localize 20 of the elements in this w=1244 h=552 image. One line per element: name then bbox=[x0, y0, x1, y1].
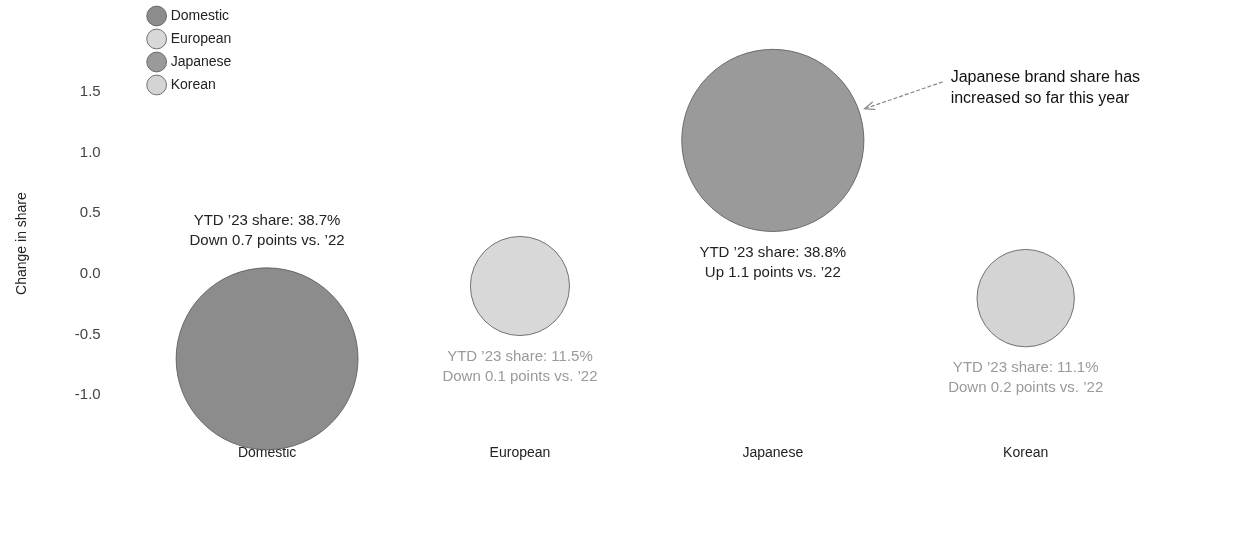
data-label: YTD ’23 share: 38.7% Down 0.7 points vs. ’22 bbox=[189, 211, 345, 249]
annotation: Japanese brand share has increased so far this year bbox=[950, 68, 1141, 107]
y-tick-label: -1.0 bbox=[74, 385, 101, 403]
x-tick-label: European bbox=[489, 444, 551, 461]
x-tick-label: Japanese bbox=[742, 444, 804, 461]
legend-label: European bbox=[170, 29, 232, 46]
y-tick-label: 1.5 bbox=[79, 82, 101, 100]
x-tick-label: Domestic bbox=[237, 444, 297, 461]
y-axis-title: Change in share bbox=[13, 191, 30, 295]
legend-label: Domestic bbox=[170, 6, 230, 23]
y-tick-label: 0.5 bbox=[79, 203, 101, 221]
y-tick-label: 1.0 bbox=[79, 142, 101, 160]
data-label: YTD ’23 share: 38.8% Up 1.1 points vs. ’22 bbox=[699, 243, 847, 281]
legend-label: Japanese bbox=[170, 52, 232, 69]
legend-label: Korean bbox=[170, 75, 216, 92]
x-tick-label: Korean bbox=[1003, 444, 1049, 461]
data-label: YTD ’23 share: 11.5% Down 0.1 points vs. ’22 bbox=[442, 347, 598, 385]
y-tick-label: 0.0 bbox=[79, 264, 101, 282]
data-label: YTD ’23 share: 11.1% Down 0.2 points vs. ’22 bbox=[948, 358, 1104, 396]
y-tick-label: -0.5 bbox=[74, 324, 101, 342]
